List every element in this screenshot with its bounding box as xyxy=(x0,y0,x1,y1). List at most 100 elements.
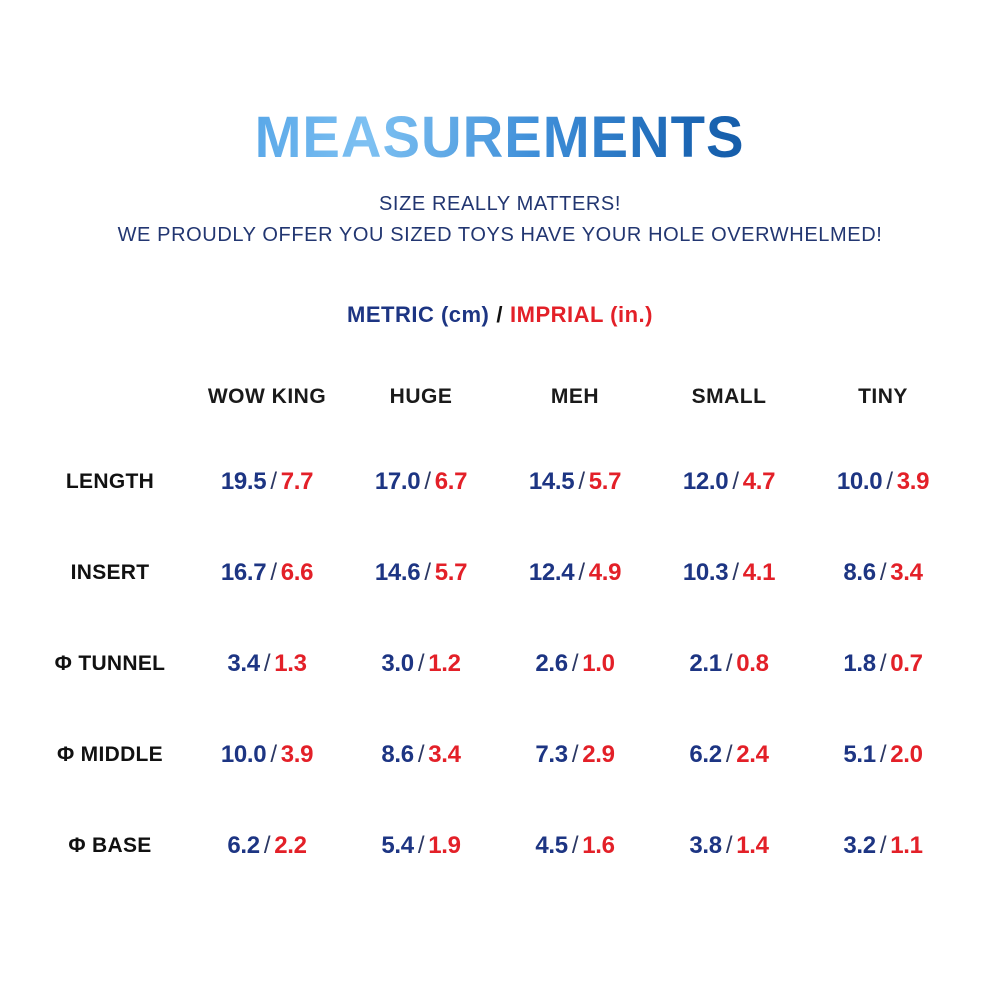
imperial-value: 1.1 xyxy=(890,831,923,859)
metric-value: 14.5 xyxy=(528,467,575,495)
value-separator: / xyxy=(424,467,431,495)
value-separator: / xyxy=(424,558,431,586)
measurement-cell: 6.2/2.2 xyxy=(190,832,344,860)
imperial-value: 6.7 xyxy=(434,467,468,495)
table-body: LENGTH 19.5/7.7 17.0/6.7 14.5/5.7 12.0/4.7 10… xyxy=(30,436,960,891)
metric-value: 2.6 xyxy=(535,649,568,677)
value-separator: / xyxy=(886,467,893,495)
imperial-value: 4.1 xyxy=(742,558,776,586)
metric-value: 12.0 xyxy=(682,467,729,495)
table-row: Φ MIDDLE 10.0/3.9 8.6/3.4 7.3/2.9 6.2/2.4 5.1… xyxy=(30,709,960,800)
metric-value: 10.0 xyxy=(836,467,883,495)
imperial-units-label: IMPRIAL (in.) xyxy=(510,302,653,327)
imperial-value: 4.7 xyxy=(742,467,776,495)
imperial-value: 4.9 xyxy=(588,558,622,586)
table-row: Φ TUNNEL 3.4/1.3 3.0/1.2 2.6/1.0 2.1/0.8 1.8/… xyxy=(30,618,960,709)
value-separator: / xyxy=(263,831,271,859)
column-header: WOW KING xyxy=(207,385,327,408)
row-label: LENGTH xyxy=(65,469,155,493)
value-separator: / xyxy=(725,649,733,677)
metric-value: 10.3 xyxy=(682,558,729,586)
imperial-value: 1.3 xyxy=(274,649,307,677)
value-separator: / xyxy=(725,740,733,768)
imperial-value: 3.4 xyxy=(890,558,923,586)
subtitle-line-2: WE PROUDLY OFFER YOU SIZED TOYS HAVE YOU… xyxy=(117,224,883,246)
metric-value: 12.4 xyxy=(528,558,575,586)
measurement-cell: 3.2/1.1 xyxy=(806,832,960,860)
subtitle-line-1: SIZE REALLY MATTERS! xyxy=(378,193,622,215)
metric-value: 14.6 xyxy=(374,558,421,586)
metric-value: 10.0 xyxy=(220,740,267,768)
measurement-cell: 8.6/3.4 xyxy=(344,741,498,769)
page-title: MEASUREMENTS xyxy=(255,105,745,170)
measurement-cell: 3.8/1.4 xyxy=(652,832,806,860)
imperial-value: 1.4 xyxy=(736,831,769,859)
imperial-value: 3.9 xyxy=(896,467,930,495)
units-legend: METRIC (cm) / IMPRIAL (in.) xyxy=(0,302,1000,328)
measurements-table: WOW KING HUGE MEH SMALL TINY LENGTH 19.5/7.7 1… xyxy=(30,358,960,891)
value-separator: / xyxy=(263,649,271,677)
value-separator: / xyxy=(270,740,277,768)
subtitle: SIZE REALLY MATTERS! WE PROUDLY OFFER YO… xyxy=(0,189,1000,251)
value-separator: / xyxy=(417,831,425,859)
value-separator: / xyxy=(571,649,579,677)
measurement-cell: 17.0/6.7 xyxy=(344,468,498,496)
value-separator: / xyxy=(725,831,733,859)
column-header: MEH xyxy=(550,385,600,408)
value-separator: / xyxy=(732,467,739,495)
measurement-cell: 12.0/4.7 xyxy=(652,468,806,496)
value-separator: / xyxy=(732,558,739,586)
value-separator: / xyxy=(879,558,887,586)
column-header: TINY xyxy=(858,385,908,408)
value-separator: / xyxy=(879,831,887,859)
metric-value: 5.4 xyxy=(381,831,414,859)
measurement-cell: 5.1/2.0 xyxy=(806,741,960,769)
measurement-cell: 4.5/1.6 xyxy=(498,832,652,860)
imperial-value: 2.2 xyxy=(274,831,307,859)
imperial-value: 2.4 xyxy=(736,740,769,768)
imperial-value: 7.7 xyxy=(280,467,314,495)
row-label: Φ MIDDLE xyxy=(57,742,163,766)
units-separator: / xyxy=(496,302,504,327)
metric-value: 17.0 xyxy=(374,467,421,495)
column-header: SMALL xyxy=(691,385,767,408)
measurement-cell: 10.0/3.9 xyxy=(190,741,344,769)
row-label: INSERT xyxy=(70,560,150,584)
imperial-value: 0.8 xyxy=(736,649,769,677)
measurement-cell: 1.8/0.7 xyxy=(806,650,960,678)
value-separator: / xyxy=(270,467,277,495)
imperial-value: 3.9 xyxy=(280,740,314,768)
metric-value: 3.4 xyxy=(227,649,260,677)
measurement-cell: 3.0/1.2 xyxy=(344,650,498,678)
value-separator: / xyxy=(417,740,425,768)
metric-value: 19.5 xyxy=(220,467,267,495)
value-separator: / xyxy=(571,740,579,768)
measurement-cell: 12.4/4.9 xyxy=(498,559,652,587)
imperial-value: 5.7 xyxy=(588,467,622,495)
metric-value: 5.1 xyxy=(843,740,876,768)
metric-value: 16.7 xyxy=(220,558,267,586)
measurement-cell: 2.1/0.8 xyxy=(652,650,806,678)
measurement-cell: 7.3/2.9 xyxy=(498,741,652,769)
metric-value: 4.5 xyxy=(535,831,568,859)
metric-value: 2.1 xyxy=(689,649,722,677)
metric-value: 3.2 xyxy=(843,831,876,859)
metric-units-label: METRIC (cm) xyxy=(347,302,490,327)
metric-value: 6.2 xyxy=(227,831,260,859)
metric-value: 7.3 xyxy=(535,740,568,768)
measurement-cell: 8.6/3.4 xyxy=(806,559,960,587)
value-separator: / xyxy=(417,649,425,677)
metric-value: 3.0 xyxy=(381,649,414,677)
value-separator: / xyxy=(571,831,579,859)
metric-value: 8.6 xyxy=(381,740,414,768)
measurement-cell: 3.4/1.3 xyxy=(190,650,344,678)
column-header: HUGE xyxy=(389,385,453,408)
table-row: INSERT 16.7/6.6 14.6/5.7 12.4/4.9 10.3/4.1 8.… xyxy=(30,527,960,618)
imperial-value: 1.0 xyxy=(582,649,615,677)
measurement-cell: 5.4/1.9 xyxy=(344,832,498,860)
table-row: Φ BASE 6.2/2.2 5.4/1.9 4.5/1.6 3.8/1.4 3.2/1.… xyxy=(30,800,960,891)
imperial-value: 2.0 xyxy=(890,740,923,768)
page-title-wrap: MEASUREMENTS xyxy=(0,104,1000,171)
measurement-cell: 16.7/6.6 xyxy=(190,559,344,587)
